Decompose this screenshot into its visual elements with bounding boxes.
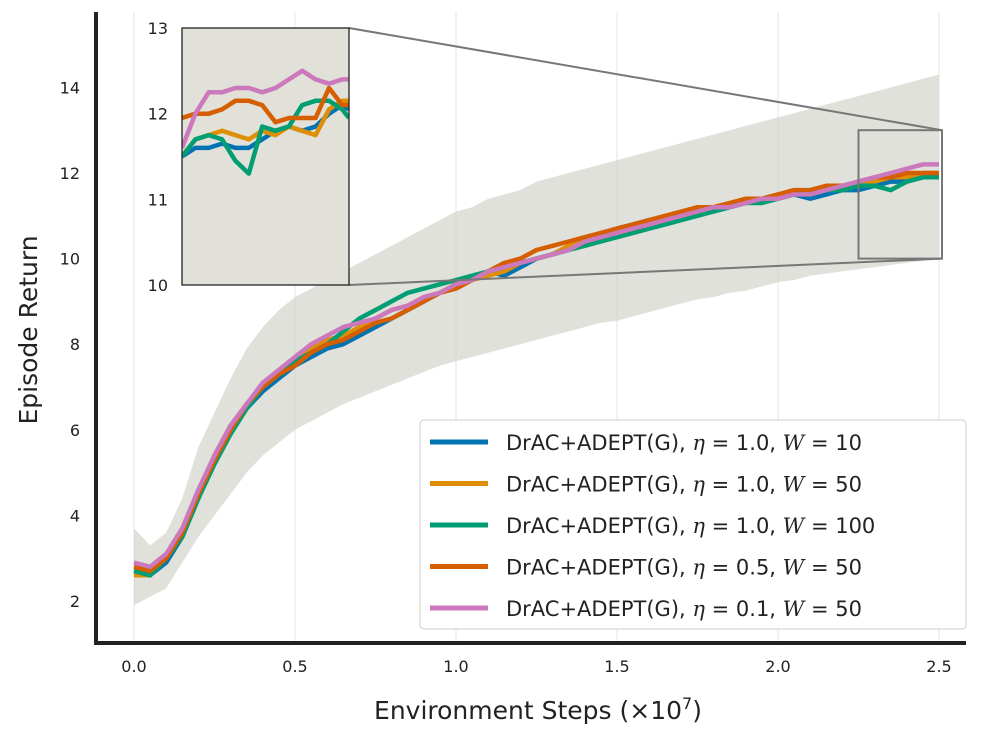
y-tick-label: 4 bbox=[70, 506, 80, 525]
y-ticks: 2 4 6 8 10 12 14 bbox=[60, 78, 80, 611]
legend-label-5: DrAC+ADEPT(G), η = 0.1, W = 50 bbox=[506, 597, 862, 621]
y-tick-label: 12 bbox=[60, 164, 80, 183]
x-tick-label: 0.5 bbox=[282, 657, 307, 676]
x-tick-label: 0.0 bbox=[121, 657, 146, 676]
zoom-connector-bottom bbox=[348, 257, 943, 286]
inset-series-lines bbox=[182, 68, 349, 176]
series-line-4 bbox=[133, 170, 939, 574]
inset-background bbox=[182, 28, 349, 285]
x-ticks: 0.0 0.5 1.0 1.5 2.0 2.5 bbox=[121, 657, 951, 676]
legend-box bbox=[419, 419, 967, 630]
legend-label-3: DrAC+ADEPT(G), η = 1.0, W = 100 bbox=[506, 514, 875, 538]
y-tick-label: 10 bbox=[60, 250, 80, 269]
series-lines bbox=[133, 162, 939, 578]
inset-axes: 10 11 12 13 bbox=[148, 19, 350, 295]
inset-y-tick-label: 12 bbox=[148, 105, 168, 124]
y-axis-label: Episode Return bbox=[14, 235, 43, 424]
inset-series-line-4 bbox=[182, 85, 349, 125]
y-tick-label: 14 bbox=[60, 78, 80, 97]
series-line-5 bbox=[133, 162, 939, 570]
x-tick-label: 2.5 bbox=[926, 657, 951, 676]
zoom-connector-top bbox=[348, 27, 943, 132]
x-tick-label: 2.0 bbox=[765, 657, 790, 676]
inset-y-ticks: 10 11 12 13 bbox=[148, 19, 168, 295]
y-tick-label: 6 bbox=[70, 421, 80, 440]
legend-label-1: DrAC+ADEPT(G), η = 1.0, W = 10 bbox=[506, 431, 862, 455]
x-tick-label: 1.0 bbox=[443, 657, 468, 676]
zoom-indicator bbox=[348, 27, 943, 286]
x-axis-label: Environment Steps (×107) bbox=[374, 694, 702, 725]
inset-series-line-5 bbox=[182, 68, 349, 149]
legend: DrAC+ADEPT(G), η = 1.0, W = 10 DrAC+ADEPT… bbox=[419, 419, 967, 630]
inset-y-tick-label: 10 bbox=[148, 276, 168, 295]
y-tick-label: 2 bbox=[70, 592, 80, 611]
zoom-region-box bbox=[857, 129, 943, 260]
x-tick-label: 1.5 bbox=[604, 657, 629, 676]
legend-label-2: DrAC+ADEPT(G), η = 1.0, W = 50 bbox=[506, 473, 862, 497]
inset-frame bbox=[181, 27, 350, 286]
inset-y-tick-label: 11 bbox=[148, 190, 168, 209]
inset-series-line-3 bbox=[182, 98, 349, 176]
y-tick-label: 8 bbox=[70, 335, 80, 354]
inset-y-tick-label: 13 bbox=[148, 19, 168, 38]
legend-label-4: DrAC+ADEPT(G), η = 0.5, W = 50 bbox=[506, 556, 862, 580]
